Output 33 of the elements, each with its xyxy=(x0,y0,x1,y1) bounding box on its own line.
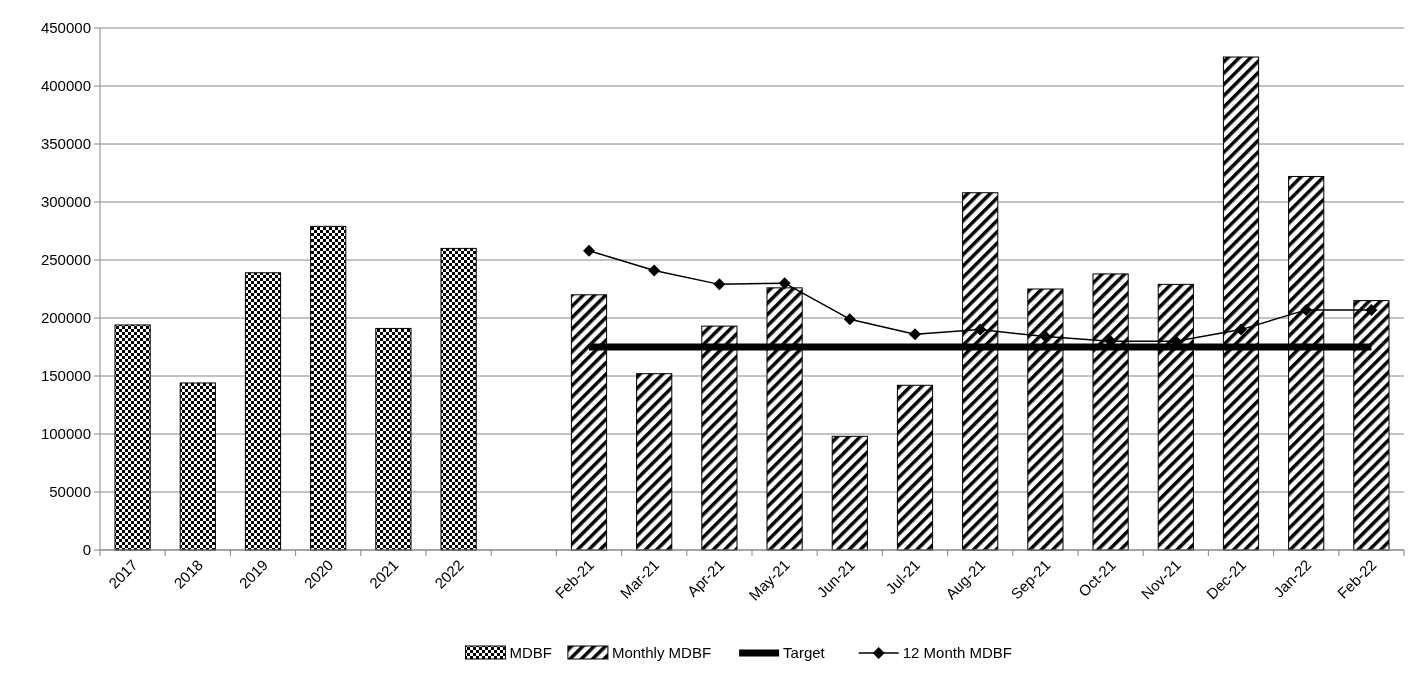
y-tick-label: 250000 xyxy=(40,251,91,269)
bar xyxy=(310,225,347,551)
y-tick-label: 400000 xyxy=(40,77,91,95)
legend-label: Monthly MDBF xyxy=(611,644,712,662)
bar xyxy=(244,272,282,551)
y-tick-label: 300000 xyxy=(40,193,91,211)
point xyxy=(1235,323,1247,336)
point xyxy=(1300,303,1313,316)
y-tick-label: 450000 xyxy=(40,19,91,37)
point xyxy=(713,278,726,291)
point xyxy=(648,264,661,277)
bar xyxy=(375,327,412,551)
bar xyxy=(114,324,151,551)
bar xyxy=(179,382,216,551)
y-tick-label: 0 xyxy=(82,541,91,559)
bar xyxy=(636,373,673,551)
point xyxy=(1365,303,1378,316)
legend-label: 12 Month MDBF xyxy=(902,644,1012,662)
point xyxy=(974,323,987,336)
legend-label: MDBF xyxy=(509,644,552,662)
bar xyxy=(440,247,477,551)
point xyxy=(778,277,791,290)
point xyxy=(909,328,921,341)
point xyxy=(843,313,856,326)
bar xyxy=(896,384,934,551)
y-tick-label: 100000 xyxy=(40,425,91,443)
y-tick-label: 200000 xyxy=(40,309,91,327)
y-tick-label: 350000 xyxy=(40,135,91,153)
bar xyxy=(831,435,868,551)
point xyxy=(583,244,595,257)
legend-label: Target xyxy=(783,644,826,662)
y-tick-label: 50000 xyxy=(49,483,91,501)
y-tick-label: 150000 xyxy=(40,367,91,385)
